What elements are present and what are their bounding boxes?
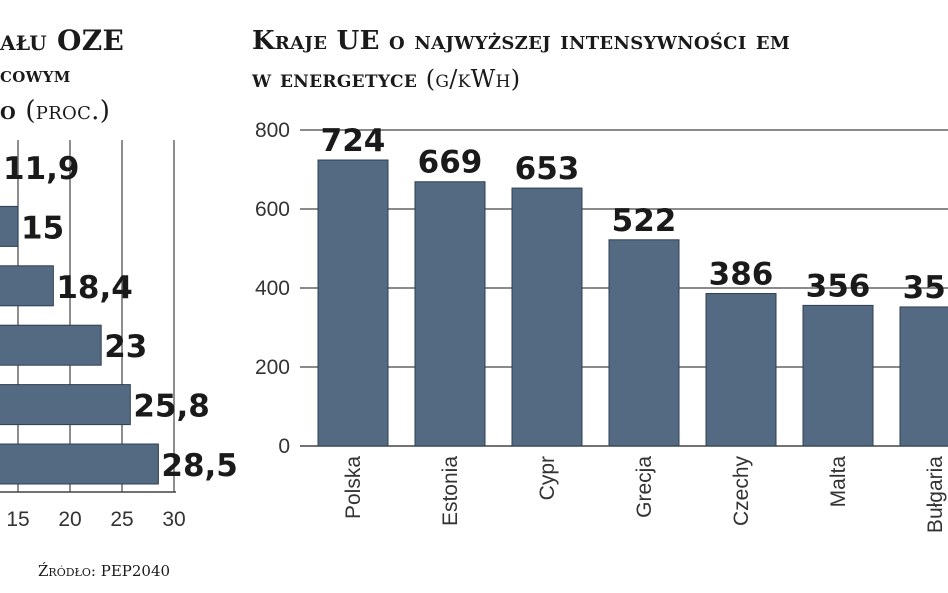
right-bar: [608, 239, 680, 447]
right-bar: [802, 304, 874, 447]
left-x-tick-label: 25: [110, 508, 133, 531]
left-bar: [0, 324, 102, 366]
right-y-tick-label: 0: [278, 435, 290, 458]
right-category-label: Malta: [827, 456, 850, 508]
right-y-tick-label: 200: [255, 356, 290, 379]
left-bar-value-label: 25,8: [133, 389, 210, 425]
right-category-label: Polska: [342, 456, 365, 519]
left-bar: [0, 265, 54, 307]
left-bar: [0, 205, 19, 247]
left-horizontal-bar-chart: 15 20 25 30 11,9 15 18,4 23 25,8 28,5: [0, 140, 238, 531]
right-bar-value-label: 386: [709, 257, 774, 293]
right-category-label: Czechy: [730, 456, 753, 527]
left-bar-value-label: 23: [104, 329, 147, 365]
left-bar-value-label: 28,5: [161, 448, 238, 484]
right-bar-value-label: 669: [418, 145, 483, 181]
right-chart-title-line-2: w energetyce (g/kWh): [252, 64, 520, 93]
right-chart-unit: (g/kWh): [425, 65, 521, 93]
left-x-tick-label: 15: [6, 508, 29, 531]
right-category-label: Bułgaria: [924, 456, 947, 533]
left-x-tick-label: 30: [162, 508, 185, 531]
left-x-tick-label: 20: [58, 508, 81, 531]
right-bar-value-label: 522: [612, 203, 677, 239]
right-y-tick-label: 600: [255, 198, 290, 221]
right-bar-value-label: 724: [321, 123, 386, 159]
right-chart-title-word: w energetyce: [252, 64, 418, 93]
left-chart-unit: (proc.): [25, 96, 111, 126]
left-bar: [0, 443, 159, 485]
left-chart-title-line-1: ału OZE: [0, 24, 125, 57]
right-bar: [414, 181, 486, 447]
right-bar: [511, 187, 583, 447]
left-bar-value-label: 11,9: [3, 151, 80, 187]
left-bar: [0, 384, 131, 426]
left-bar-value-label: 15: [21, 210, 64, 246]
left-chart-title-line-2: cowym: [0, 62, 71, 88]
right-bar-value-label: 653: [515, 151, 580, 187]
source-note: Źródło: PEP2040: [38, 562, 171, 580]
right-vertical-bar-chart: 0 200 400 600 800 724 Polska 669 Estonia 653 Cypr 5…: [255, 119, 948, 533]
right-y-tick-label: 400: [255, 277, 290, 300]
right-bar: [705, 293, 777, 447]
right-bar-value-label: 356: [806, 268, 871, 304]
right-bar: [899, 306, 948, 447]
right-y-tick-label: 800: [255, 119, 290, 142]
left-chart-title-line-3: o (proc.): [0, 96, 110, 126]
left-bar-value-label: 18,4: [56, 270, 133, 306]
right-bar: [317, 159, 389, 447]
right-category-label: Grecja: [633, 456, 656, 518]
right-chart-title-line-1: Kraje UE o najwyższej intensywności em: [252, 26, 791, 56]
right-bar-value-label: 352: [903, 270, 948, 306]
right-category-label: Cypr: [536, 456, 559, 500]
left-chart-title-word: o: [0, 96, 16, 126]
right-category-label: Estonia: [439, 456, 462, 526]
